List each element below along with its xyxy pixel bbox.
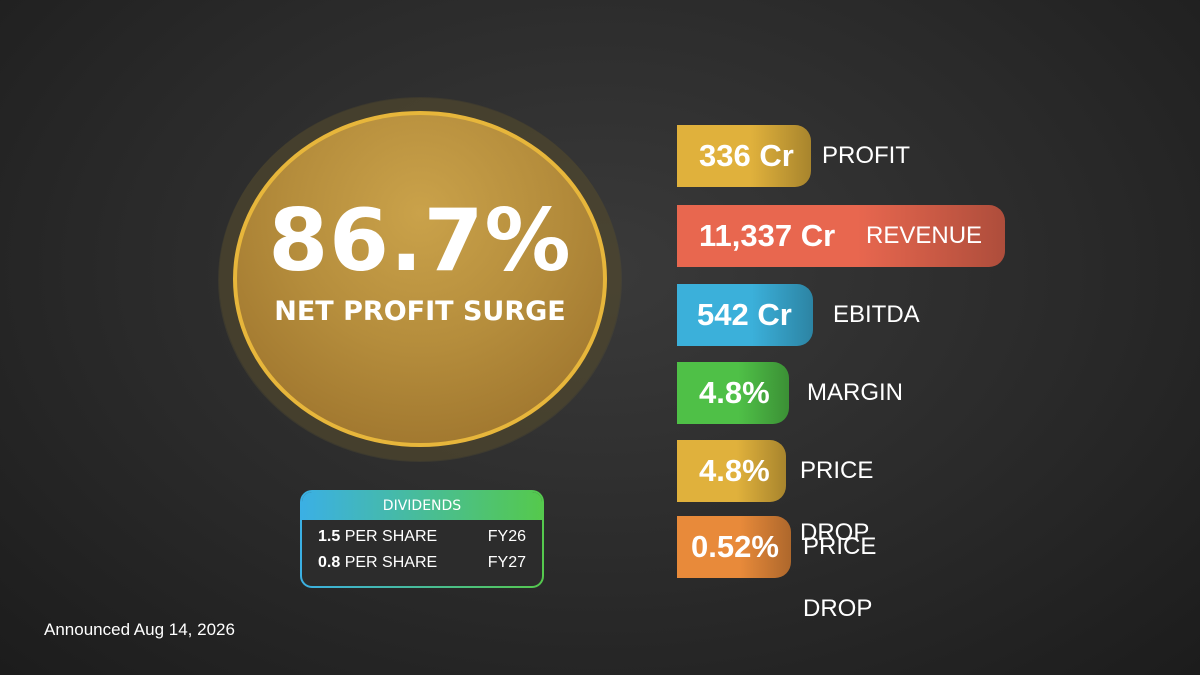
dividend-amount: 0.8 — [318, 554, 341, 571]
dividend-year: FY27 — [487, 554, 526, 571]
dividend-unit: PER SHARE — [344, 554, 438, 571]
metric-value: 0.52% — [691, 529, 779, 564]
metric-value: 542 Cr — [697, 297, 792, 332]
dividend-unit: PER SHARE — [344, 528, 438, 545]
headline-value: 86.7% — [268, 191, 572, 291]
metric-label: MARGIN — [807, 379, 903, 406]
metric-label: PRICE DROP — [800, 457, 874, 546]
metric-revenue: 11,337 Cr REVENUE — [677, 205, 1005, 267]
dividends-card: DIVIDENDS 1.5 PER SHARE FY26 0.8 PER SHA… — [300, 490, 544, 588]
metric-value: 336 Cr — [699, 138, 794, 173]
dividend-amount: 1.5 — [318, 528, 341, 545]
announced-date: Announced Aug 14, 2026 — [44, 620, 235, 639]
metric-label: REVENUE — [866, 222, 983, 249]
headline-circle — [233, 111, 607, 447]
metric-price-drop: 0.52% PRICE DROP — [677, 516, 876, 622]
dividend-row: 1.5 PER SHARE FY26 — [318, 526, 526, 548]
metric-margin: 4.8% MARGIN — [677, 362, 903, 424]
metric-label: PROFIT — [822, 142, 910, 169]
dividends-title: DIVIDENDS — [302, 492, 542, 520]
metric-value: 4.8% — [699, 375, 770, 410]
metric-value: 11,337 Cr — [699, 218, 836, 253]
headline-caption: NET PROFIT SURGE — [274, 296, 566, 327]
metric-price-drop: 4.8% PRICE DROP — [677, 440, 873, 546]
metric-ebitda: 542 Cr EBITDA — [677, 284, 920, 346]
dividend-row: 0.8 PER SHARE FY27 — [318, 552, 526, 574]
metric-label: PRICE DROP — [803, 533, 877, 622]
metric-profit: 336 Cr PROFIT — [677, 125, 910, 187]
dividend-year: FY26 — [487, 528, 526, 545]
metric-value: 4.8% — [699, 453, 770, 488]
metric-label: EBITDA — [833, 301, 920, 328]
